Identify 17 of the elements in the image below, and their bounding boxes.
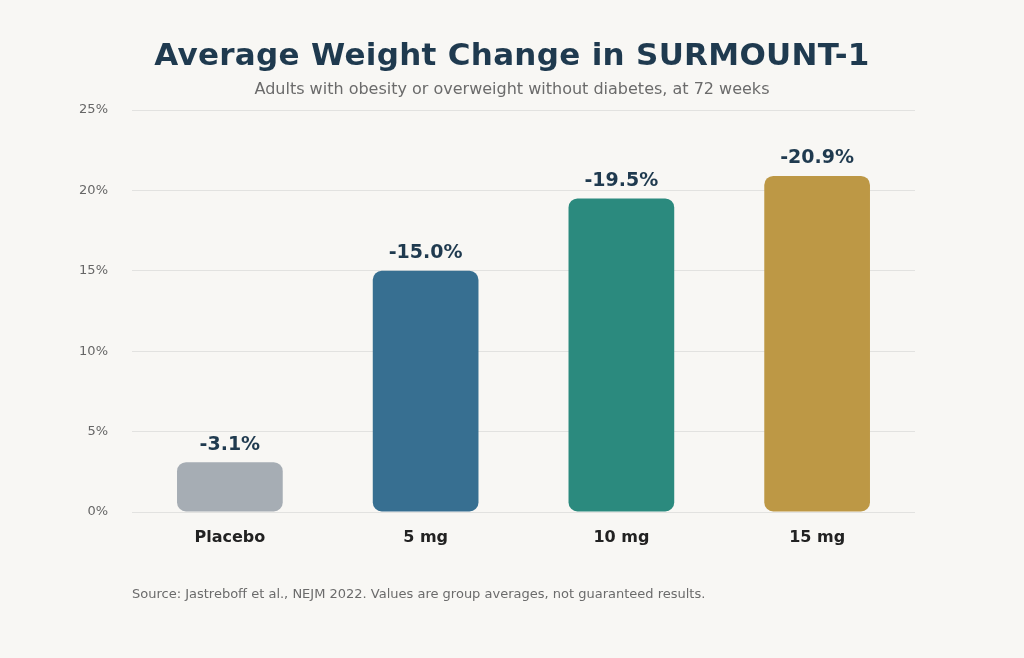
y-tick-label: 10% — [79, 342, 108, 358]
x-tick-label: 10 mg — [593, 526, 650, 546]
data-label: -19.5% — [584, 167, 659, 190]
y-tick-label: 0% — [87, 503, 108, 519]
data-label: -15.0% — [388, 240, 463, 263]
y-tick-label: 5% — [87, 422, 108, 438]
x-tick-label: 15 mg — [789, 526, 846, 546]
x-tick-label: Placebo — [194, 526, 266, 546]
y-tick-label: 15% — [79, 262, 108, 278]
y-tick-label: 20% — [79, 181, 108, 197]
x-tick-label: 5 mg — [403, 526, 449, 546]
chart-title: Average Weight Change in SURMOUNT-1 — [153, 35, 871, 74]
data-label: -3.1% — [199, 431, 261, 454]
data-label: -20.9% — [780, 145, 855, 168]
source-note: Source: Jastreboff et al., NEJM 2022. Values are group averages, not guaranteed results. — [132, 585, 706, 602]
chart-subtitle: Adults with obesity or overweight without diabetes, at 72 weeks — [253, 79, 771, 99]
y-tick-label: 25% — [79, 101, 108, 117]
